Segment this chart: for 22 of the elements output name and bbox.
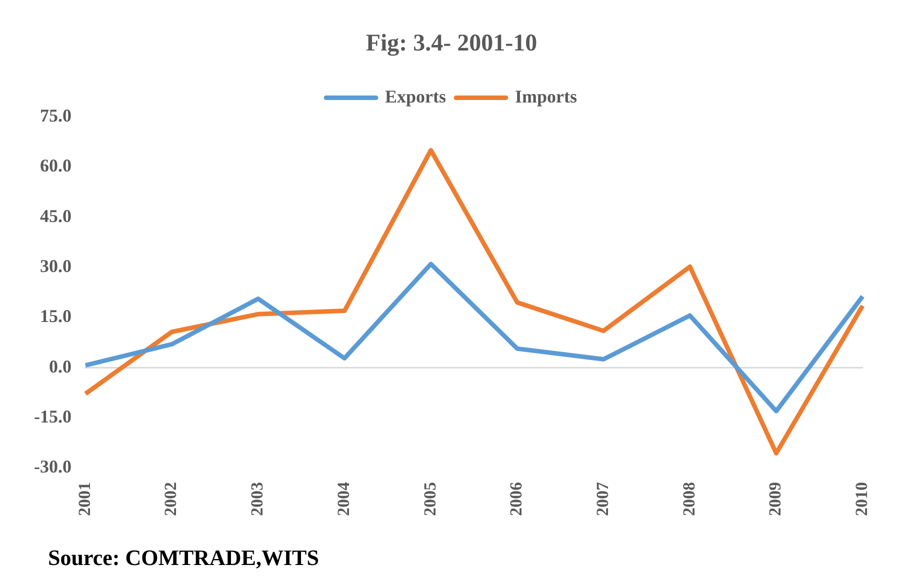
x-tick-label: 2001 [74, 482, 94, 516]
x-tick-label: 2005 [420, 482, 440, 516]
y-tick-label: 15.0 [40, 306, 72, 326]
x-tick-label: 2004 [334, 482, 353, 516]
x-tick-label: 2007 [592, 482, 612, 516]
y-tick-label: -15.0 [34, 406, 72, 426]
y-tick-label: 30.0 [40, 256, 72, 276]
source-note: Source: COMTRADE,WITS [48, 545, 319, 571]
legend-label: Imports [515, 86, 578, 106]
x-tick-label: 2006 [506, 482, 526, 516]
x-tick-label: 2003 [248, 482, 267, 516]
x-tick-label: 2009 [766, 482, 785, 516]
y-tick-label: 60.0 [40, 156, 72, 176]
y-tick-label: 0.0 [48, 356, 72, 376]
x-tick-label: 2008 [679, 482, 698, 516]
x-tick-label: 2002 [161, 482, 180, 516]
x-tick-label: 2010 [852, 482, 871, 516]
y-tick-label: 45.0 [40, 206, 72, 226]
legend-label: Exports [385, 86, 446, 106]
chart-title: Fig: 3.4- 2001-10 [366, 30, 538, 57]
y-tick-label: -30.0 [34, 456, 72, 477]
y-tick-label: 75.0 [40, 105, 72, 126]
